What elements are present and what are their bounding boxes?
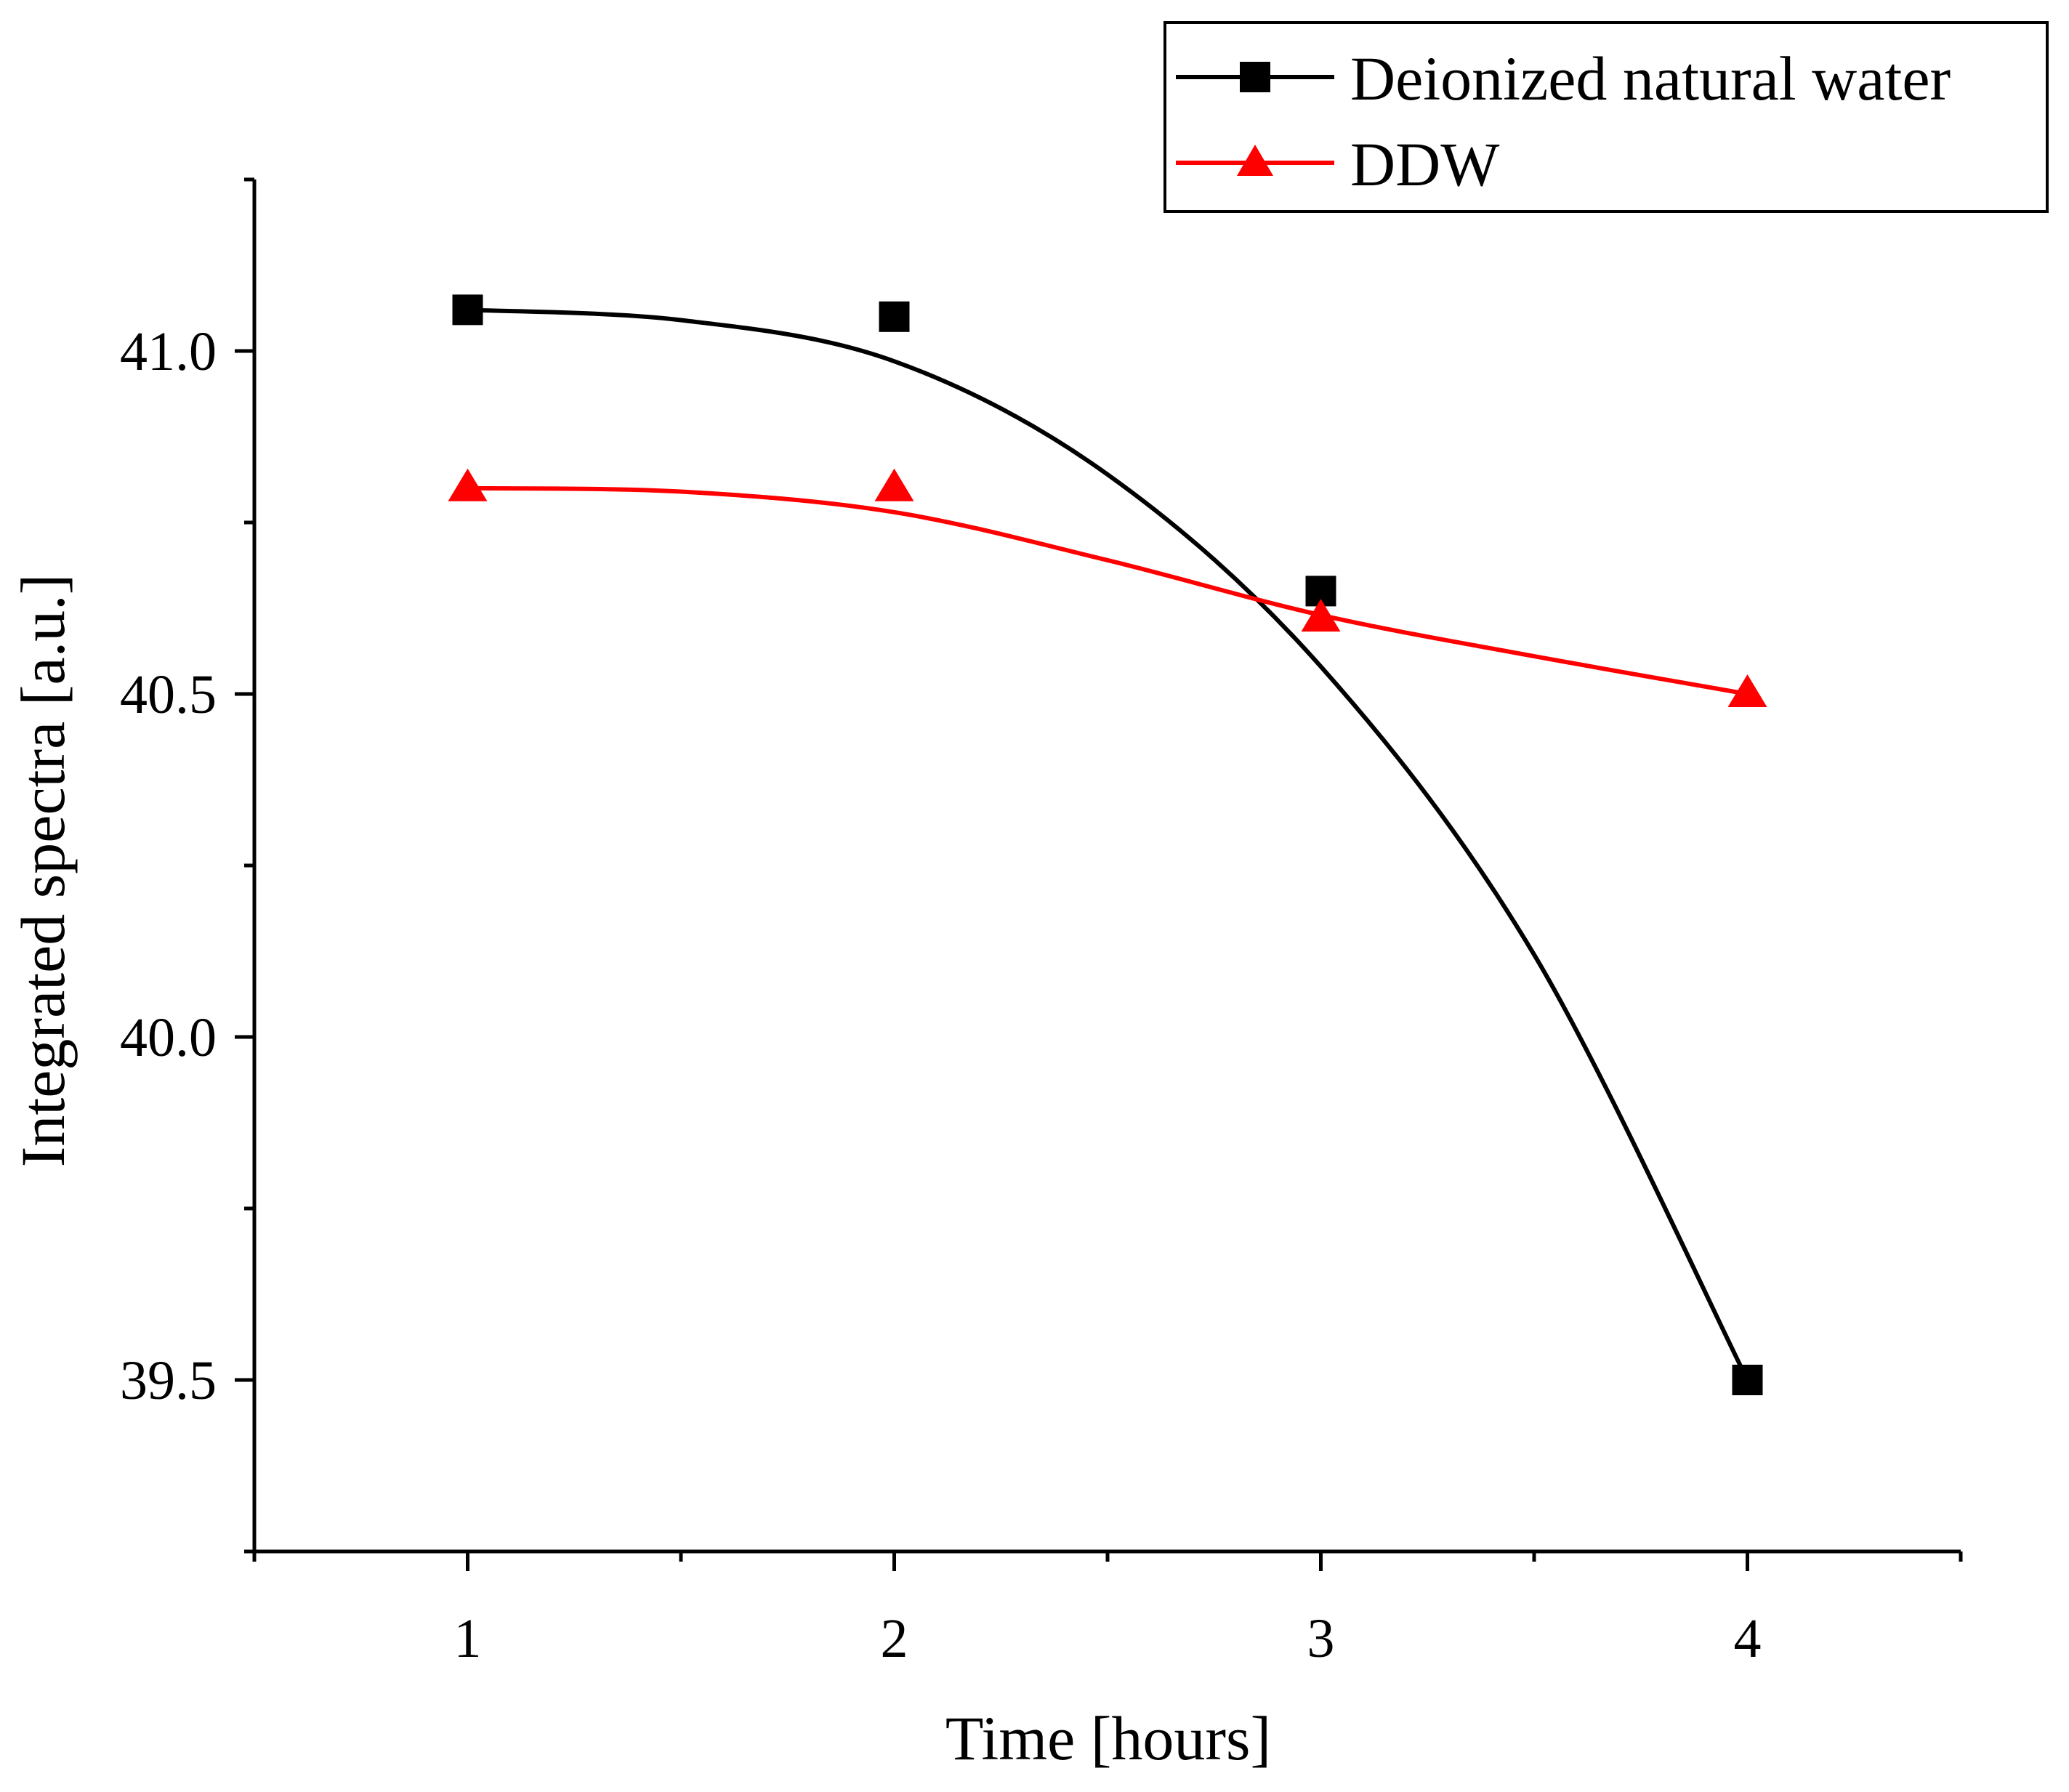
data-point-deionized [452,294,483,326]
data-point-ddw [1301,599,1341,632]
data-point-ddw [448,468,488,501]
x-tick-label: 2 [881,1608,908,1669]
y-axis-title: Integrated spectra [a.u.] [8,574,78,1168]
x-tick-label: 4 [1734,1608,1762,1669]
legend-marker-deionized [1240,62,1270,92]
series-line-deionized [467,307,1750,1381]
legend-label-ddw: DDW [1350,129,1499,199]
legend-marker-ddw [1237,145,1273,176]
x-tick-label: 1 [454,1608,482,1669]
data-point-ddw [1727,674,1767,707]
plot-area [448,294,1767,1395]
data-point-ddw [874,468,914,501]
axes: 1 2 3 4 39.5 40.0 40.5 41.0 [120,177,1963,1669]
data-point-deionized [879,301,910,332]
x-axis-title: Time [hours] [945,1703,1271,1773]
y-tick-label: 39.5 [120,1350,217,1411]
data-point-deionized [1732,1365,1763,1395]
x-tick-label: 3 [1307,1608,1335,1669]
legend-label-deionized: Deionized natural water [1350,44,1951,113]
legend: Deionized natural water DDW [1163,21,2049,213]
y-tick-label: 40.5 [120,664,217,725]
y-tick-label: 40.0 [120,1007,217,1068]
legend-box [1163,21,2049,213]
series-line-ddw [467,485,1749,696]
y-tick-label: 41.0 [120,321,217,382]
